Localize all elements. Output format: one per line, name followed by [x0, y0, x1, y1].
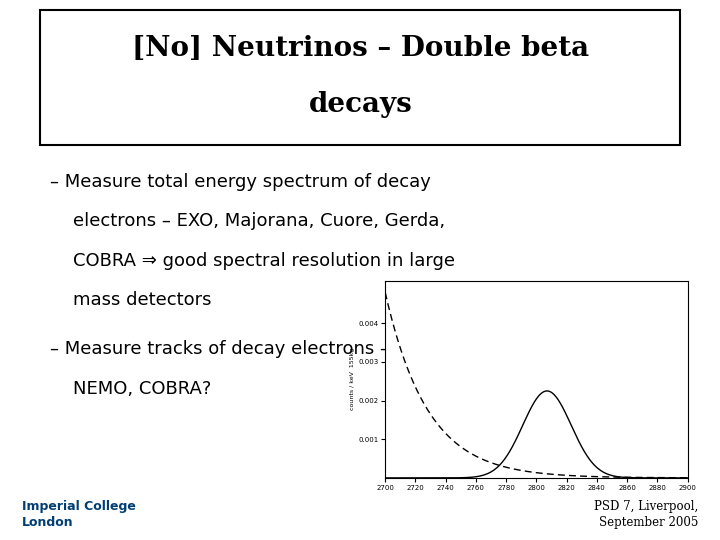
- Text: electrons – EXO, Majorana, Cuore, Gerda,: electrons – EXO, Majorana, Cuore, Gerda,: [50, 212, 446, 230]
- Text: PSD 7, Liverpool,
September 2005: PSD 7, Liverpool, September 2005: [594, 500, 698, 529]
- Text: Imperial College
London: Imperial College London: [22, 500, 135, 529]
- Text: decays: decays: [308, 91, 413, 118]
- FancyBboxPatch shape: [40, 10, 680, 145]
- Y-axis label: counts / keV  155kg: counts / keV 155kg: [350, 348, 355, 410]
- Text: NEMO, COBRA?: NEMO, COBRA?: [50, 380, 212, 397]
- Text: [No] Neutrinos – Double beta: [No] Neutrinos – Double beta: [132, 35, 589, 62]
- Text: mass detectors: mass detectors: [50, 291, 212, 309]
- Text: – Measure tracks of decay electrons – Super-: – Measure tracks of decay electrons – Su…: [50, 340, 454, 358]
- Text: – Measure total energy spectrum of decay: – Measure total energy spectrum of decay: [50, 173, 431, 191]
- Text: COBRA ⇒ good spectral resolution in large: COBRA ⇒ good spectral resolution in larg…: [50, 252, 455, 269]
